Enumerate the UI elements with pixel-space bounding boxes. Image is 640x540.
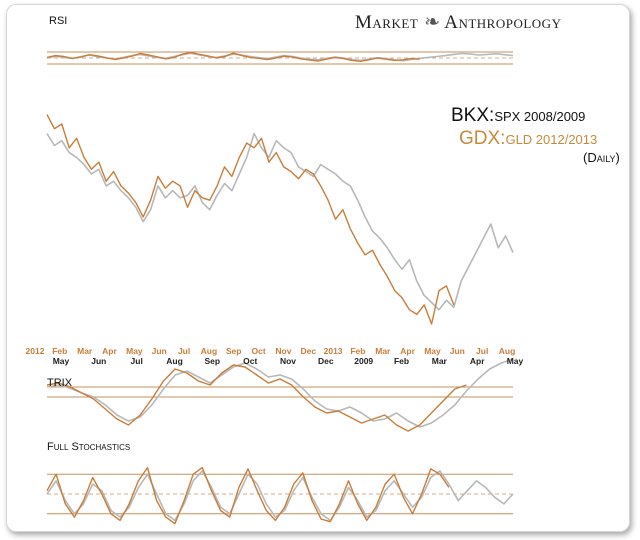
stochastics-title: Full Stochastics [47,441,131,453]
brand-logo: Market ❧ Anthropology [355,11,561,34]
rsi-title: RSI [49,15,68,27]
x-tick-bottom-0: May [53,356,70,366]
legend-period: (Daily) [583,150,620,165]
legend-gdx-sub: GLD 2012/2013 [505,132,598,147]
x-tick-bottom-8: 2009 [354,356,373,366]
x-tick-top-0: 2012 [26,346,45,356]
x-tick-top-2: Mar [77,346,93,356]
legend-bkx-sub: SPX 2008/2009 [494,109,586,124]
x-tick-top-10: Nov [275,346,291,356]
brand-right: Anthropology [444,12,562,33]
chart-svg: 2012 Feb Mar Apr May Jun Jul Aug Sep Oct Nov Dec 201… [26,51,524,525]
x-tick-top-17: Jun [450,346,465,356]
series-line-2-1 [46,364,467,432]
dna-helix-icon: ❧ [424,12,441,33]
x-tick-top-16: May [424,346,441,356]
x-tick-top-1: Feb [52,346,67,356]
x-tick-bottom-9: Feb [394,356,409,366]
legend-gdx-main: GDX: [459,128,506,149]
series-line-2-0 [46,358,514,428]
x-tick-bottom-4: Sep [205,356,221,366]
x-tick-top-11: Dec [301,346,317,356]
x-tick-top-8: Sep [226,346,242,356]
legend-series-gdx: GDX:GLD 2012/2013 [459,128,597,150]
x-tick-bottom-6: Nov [280,356,296,366]
x-tick-top-9: Oct [252,346,266,356]
x-tick-bottom-1: Jun [91,356,106,366]
x-tick-bottom-5: Oct [243,356,257,366]
x-tick-bottom-2: Jul [131,356,143,366]
x-tick-top-14: Mar [375,346,391,356]
series-line-1-1 [46,114,455,325]
x-tick-bottom-12: May [507,356,524,366]
x-tick-top-3: Apr [102,346,117,356]
chart-frame: 2012 Feb Mar Apr May Jun Jul Aug Sep Oct Nov Dec 201… [6,4,630,532]
legend-series-bkx: BKX:SPX 2008/2009 [451,105,585,127]
brand-left: Market [355,12,419,33]
x-tick-top-18: Jul [476,346,488,356]
x-tick-top-15: Apr [400,346,415,356]
x-tick-bottom-3: Aug [166,356,183,366]
x-tick-top-19: Aug [499,346,516,356]
x-tick-top-7: Aug [201,346,218,356]
x-tick-bottom-10: Mar [432,356,448,366]
x-tick-top-6: Jul [178,346,190,356]
series-line-3-1 [46,466,450,525]
x-tick-top-4: May [126,346,143,356]
trix-title: TRIX [47,377,73,389]
x-tick-top-13: Feb [350,346,365,356]
series-line-0-1 [46,51,420,62]
x-tick-bottom-7: Dec [318,356,334,366]
x-tick-bottom-11: Apr [470,356,485,366]
x-tick-top-12: 2013 [324,346,343,356]
x-tick-top-5: Jun [152,346,167,356]
legend-bkx-main: BKX: [451,105,495,126]
